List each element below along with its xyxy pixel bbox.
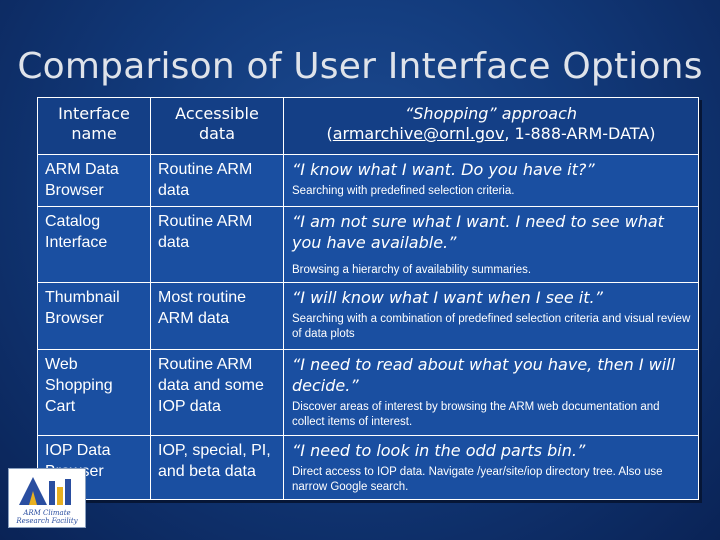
slide-title: Comparison of User Interface Options [17,46,703,87]
header-interface-name: Interface name [37,97,151,155]
approach-description: Browsing a hierarchy of availability sum… [292,264,532,276]
approach-quote: “I know what I want. Do you have it?” [292,160,595,179]
approach-cell: “I need to read about what you have, the… [283,349,699,436]
interface-name-cell: Catalog Interface [37,206,151,283]
interface-name-cell: Thumbnail Browser [37,282,151,350]
approach-quote: “I am not sure what I want. I need to se… [292,212,664,252]
accessible-data-cell: Routine ARM data [150,154,284,207]
header-shopping-label: “Shopping” approach [404,104,578,123]
accessible-data-cell: Routine ARM data and some IOP data [150,349,284,436]
approach-quote: “I need to look in the odd parts bin.” [292,441,586,460]
accessible-data-cell: IOP, special, PI, and beta data [150,435,284,500]
header-shopping-approach: “Shopping” approach (armarchive@ornl.gov… [283,97,699,155]
accessible-data-cell: Routine ARM data [150,206,284,283]
approach-description: Direct access to IOP data. Navigate /yea… [292,466,663,493]
logo-text-line1: ARM Climate [22,509,70,517]
table-row: Catalog Interface Routine ARM data “I am… [37,206,699,283]
accessible-data-cell: Most routine ARM data [150,282,284,350]
approach-cell: “I know what I want. Do you have it?” Se… [283,154,699,207]
comparison-table: Interface name Accessible data “Shopping… [37,97,699,500]
approach-cell: “I will know what I want when I see it.”… [283,282,699,350]
approach-description: Searching with predefined selection crit… [292,185,515,197]
table-row: Web Shopping Cart Routine ARM data and s… [37,349,699,436]
approach-quote: “I need to read about what you have, the… [292,355,676,395]
approach-cell: “I am not sure what I want. I need to se… [283,206,699,283]
table-row: ARM Data Browser Routine ARM data “I kno… [37,154,699,207]
approach-quote: “I will know what I want when I see it.” [292,288,603,307]
header-contact: (armarchive@ornl.gov, 1-888-ARM-DATA) [326,124,656,143]
approach-description: Searching with a combination of predefin… [292,313,691,340]
table-row: IOP Data Browser IOP, special, PI, and b… [37,435,699,500]
logo-text-line2: Research Facility [15,517,78,525]
table-row: Thumbnail Browser Most routine ARM data … [37,282,699,350]
header-accessible-data: Accessible data [150,97,284,155]
arm-logo-graphic: ARM Climate Research Facility [11,471,83,525]
interface-name-cell: Web Shopping Cart [37,349,151,436]
approach-description: Discover areas of interest by browsing t… [292,401,660,428]
approach-cell: “I need to look in the odd parts bin.” D… [283,435,699,500]
arm-facility-logo: ARM Climate Research Facility [8,468,86,528]
interface-name-cell: ARM Data Browser [37,154,151,207]
email-link[interactable]: armarchive@ornl.gov [332,124,505,143]
